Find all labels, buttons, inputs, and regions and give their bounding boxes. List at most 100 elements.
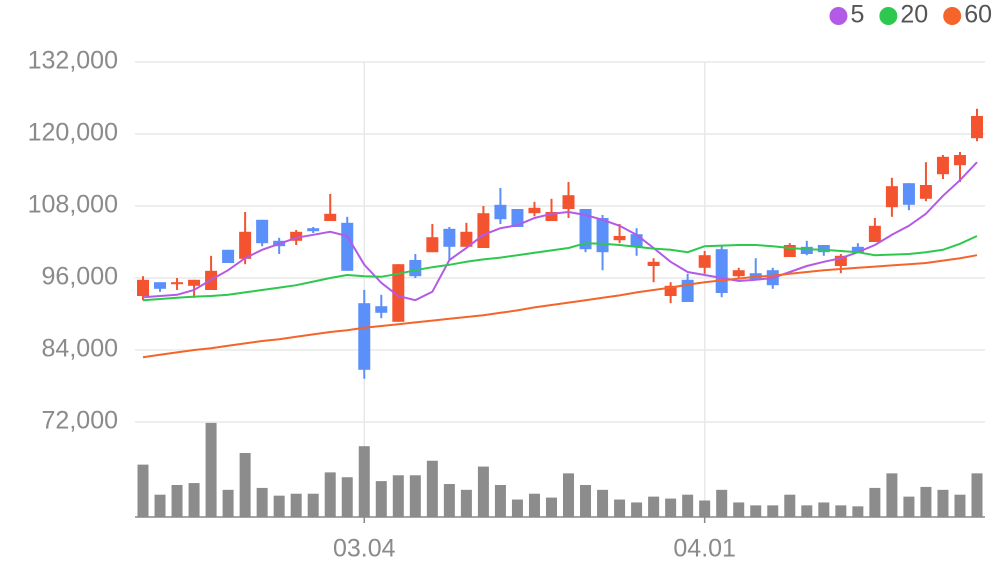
candle-body	[375, 306, 388, 313]
ma-line	[142, 161, 978, 302]
candle-body	[596, 218, 609, 253]
volume-bar	[699, 500, 711, 517]
candle-body	[324, 213, 337, 221]
candle-body	[188, 279, 201, 286]
candle-body	[630, 234, 643, 247]
candle-body	[256, 219, 269, 244]
candle-body	[222, 249, 235, 263]
volume-bar	[256, 487, 268, 517]
volume-bar	[528, 493, 540, 517]
candle-body	[732, 270, 745, 277]
candle-body	[715, 249, 728, 293]
volume-bar	[580, 484, 592, 517]
volume-bar	[750, 505, 762, 517]
candle-body	[613, 236, 626, 241]
candle-body	[239, 231, 252, 259]
candle-body	[834, 255, 847, 266]
volume-bar	[273, 495, 285, 517]
volume-bar	[409, 475, 421, 517]
candle-body	[426, 237, 439, 253]
volume-bar	[682, 494, 694, 517]
candle-body	[171, 282, 184, 285]
candle-body	[137, 279, 149, 296]
candle-body	[936, 156, 949, 175]
volume-bar	[171, 484, 183, 517]
ma-line	[142, 254, 978, 359]
volume-bar	[954, 494, 966, 517]
volume-bar	[971, 473, 983, 517]
volume-bar	[937, 489, 949, 517]
candle-body	[460, 231, 473, 247]
candle-body	[919, 185, 932, 199]
candle-body	[579, 209, 592, 250]
legend-swatch	[879, 7, 898, 25]
candle-body	[358, 303, 371, 370]
candle-body	[953, 155, 966, 166]
volume-bar	[324, 472, 336, 517]
x-tick-label: 03.04	[333, 535, 396, 563]
candle-body	[885, 186, 898, 208]
volume-bar	[154, 494, 166, 517]
y-tick-label: 84,000	[42, 335, 118, 363]
volume-bar	[222, 489, 234, 517]
volume-bar	[665, 498, 677, 517]
candle-body	[409, 260, 422, 277]
candle-body	[902, 183, 915, 205]
volume-bar	[563, 473, 575, 517]
candle-body	[562, 195, 575, 209]
y-tick-label: 120,000	[28, 119, 118, 147]
x-tick-label: 04.01	[673, 535, 736, 563]
candle-body	[290, 231, 303, 241]
candle-body	[800, 246, 813, 254]
candle-body	[392, 264, 405, 322]
candle-body	[494, 204, 507, 220]
legend-swatch	[943, 7, 962, 25]
y-tick-label: 96,000	[42, 263, 118, 291]
y-tick-label: 108,000	[28, 191, 118, 219]
ma-line	[142, 235, 978, 302]
volume-bar	[477, 466, 489, 517]
candle-body	[868, 225, 881, 242]
volume-bar	[290, 493, 302, 517]
candle-body	[664, 285, 677, 296]
volume-bar	[801, 505, 813, 517]
volume-bar	[341, 477, 353, 517]
volume-bar	[648, 496, 660, 517]
volume-bar	[631, 502, 643, 517]
volume-bar	[443, 484, 455, 517]
candle-body	[307, 228, 320, 232]
volume-bar	[375, 481, 387, 517]
volume-bar	[358, 446, 370, 517]
volume-bar	[920, 486, 932, 517]
volume-bar	[307, 493, 319, 517]
volume-bar	[494, 484, 506, 517]
candle-body	[647, 261, 660, 266]
volume-bar	[733, 502, 745, 517]
y-tick-label: 72,000	[42, 407, 118, 435]
legend-label: 60	[964, 1, 992, 29]
volume-bar	[137, 464, 149, 517]
candle-body	[341, 222, 354, 271]
volume-bar	[392, 475, 404, 517]
volume-bar	[886, 473, 898, 517]
volume-bar	[188, 483, 200, 517]
volume-bar	[852, 506, 864, 517]
legend-swatch	[829, 7, 848, 25]
volume-bar	[239, 452, 251, 517]
legend-label: 5	[850, 1, 864, 29]
candle-body	[851, 246, 864, 253]
candle-body	[511, 209, 524, 227]
volume-bar	[784, 494, 796, 517]
candle-body	[477, 213, 490, 248]
candle-body	[443, 228, 456, 247]
candle-body	[545, 212, 558, 221]
volume-bar	[511, 499, 523, 517]
volume-bar	[545, 497, 557, 517]
legend-label: 20	[900, 1, 928, 29]
volume-bar	[426, 460, 438, 517]
candle-body	[154, 282, 167, 289]
volume-bar	[869, 487, 881, 517]
volume-bar	[205, 422, 217, 517]
volume-bar	[460, 489, 472, 517]
